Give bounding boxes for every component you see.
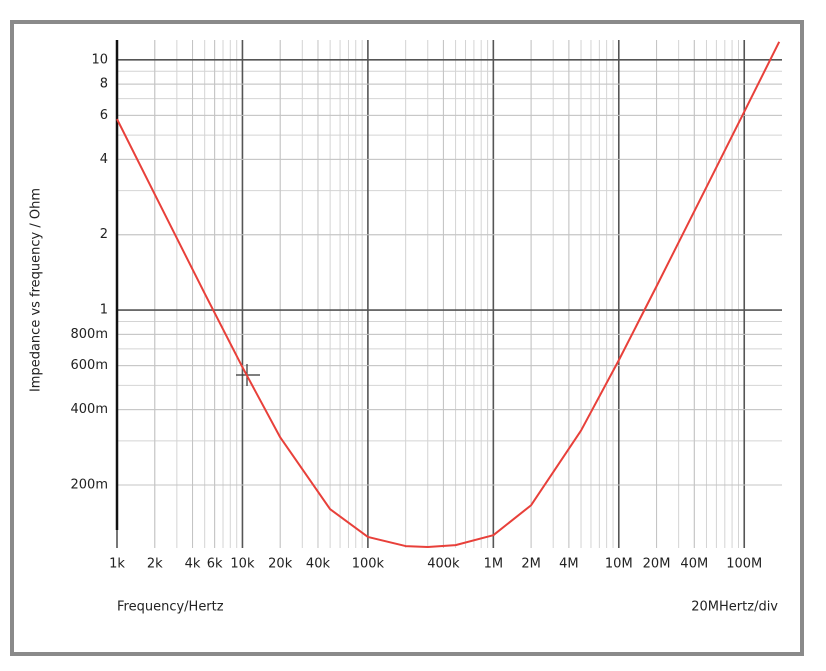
grid	[116, 40, 782, 548]
x-tick-label: 2k	[147, 557, 163, 572]
x-tick-label: 20M	[643, 557, 671, 572]
y-tick-label: 4	[100, 152, 108, 167]
x-tick-label: 20k	[268, 557, 293, 572]
y-tick-label: 6	[100, 108, 108, 123]
frame	[10, 20, 804, 656]
y-tick-label: 1	[100, 303, 108, 318]
y-tick-label: 800m	[71, 327, 108, 342]
x-tick-label: 4M	[559, 557, 579, 572]
x-tick-label: 400k	[427, 557, 460, 572]
impedance-line	[116, 41, 781, 549]
x-axis-label: Frequency/Hertz	[117, 600, 224, 615]
x-tick-label: 10M	[605, 557, 633, 572]
x-tick-label: 100M	[726, 557, 762, 572]
y-tick-label: 8	[100, 77, 108, 92]
x-tick-label: 6k	[207, 557, 223, 572]
x-tick-label: 1M	[484, 557, 504, 572]
x-tick-label: 4k	[185, 557, 201, 572]
y-tick-label: 2	[100, 227, 108, 242]
y-tick-label: 200m	[71, 477, 108, 492]
x-tick-label: 10k	[230, 557, 255, 572]
x-tick-label: 1k	[109, 557, 125, 572]
x-tick-label: 2M	[521, 557, 541, 572]
annotation: 20MHertz/div	[691, 600, 778, 615]
y-tick-label: 600m	[71, 358, 108, 373]
x-tick-label: 40M	[680, 557, 708, 572]
x-tick-label: 100k	[352, 557, 385, 572]
y-axis-label: Impedance vs frequency / Ohm	[29, 188, 44, 392]
x-tick-label: 40k	[306, 557, 331, 572]
y-tick-label: 10	[91, 52, 108, 67]
y-tick-label: 400m	[71, 402, 108, 417]
